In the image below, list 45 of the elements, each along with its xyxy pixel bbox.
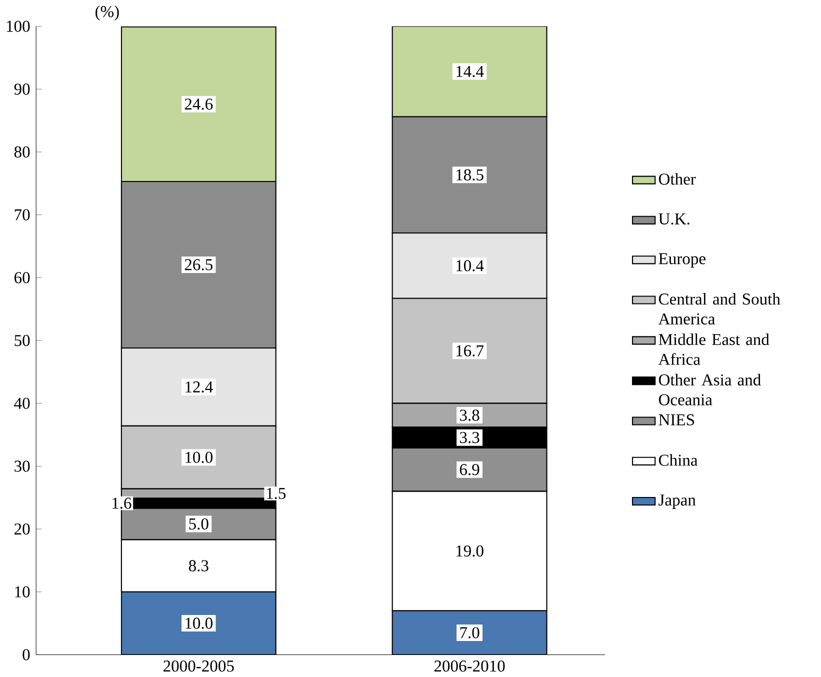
y-tick-label: 80 xyxy=(14,146,30,158)
data-label: 1.5 xyxy=(266,488,286,500)
bar xyxy=(120,591,276,655)
data-label: 7.0 xyxy=(460,627,480,638)
x-tick-label: 2006-2010 xyxy=(434,660,505,672)
data-label: 3.3 xyxy=(460,432,480,444)
data-label: 6.9 xyxy=(460,464,480,476)
data-label: 24.6 xyxy=(184,98,213,110)
data-label: 16.7 xyxy=(456,345,484,356)
data-label: 1.6 xyxy=(112,498,132,509)
data-label: 10.0 xyxy=(186,618,212,629)
data-label: 3.8 xyxy=(460,410,480,421)
legend-label: NIES xyxy=(658,414,694,426)
legend-label: Europe xyxy=(658,253,706,268)
y-tick-label: 10 xyxy=(15,586,30,598)
y-tick-label: 20 xyxy=(14,523,30,535)
y-tick-label: 70 xyxy=(14,209,30,220)
data-label: 8.3 xyxy=(188,560,208,572)
bar xyxy=(392,26,548,118)
bar xyxy=(392,610,548,655)
data-label: 10.0 xyxy=(186,452,212,463)
x-tick-label: 2000-2005 xyxy=(164,660,234,672)
legend-label: U.K. xyxy=(658,213,690,224)
data-label: 14.4 xyxy=(456,66,484,78)
y-tick-label: 50 xyxy=(14,334,30,346)
legend-label: China xyxy=(658,454,698,466)
data-label: 10.4 xyxy=(456,260,484,272)
y-tick-label: 100 xyxy=(6,20,30,32)
data-label: 5.0 xyxy=(189,518,208,530)
data-label: 12.4 xyxy=(186,381,213,393)
data-label: 19.0 xyxy=(456,545,484,557)
legend-label: Japan xyxy=(658,494,696,509)
y-tick-label: 90 xyxy=(14,83,30,95)
bar xyxy=(120,26,276,182)
legend-label: Middle East and Africa xyxy=(658,333,770,365)
y-axis-title: (%) xyxy=(96,5,119,20)
legend-label: Central and South America xyxy=(658,292,780,324)
data-label: 26.5 xyxy=(184,259,212,270)
y-tick-label: 30 xyxy=(14,460,30,472)
y-tick-label: 60 xyxy=(14,272,30,284)
y-tick-label: 0 xyxy=(22,649,30,660)
legend-label: Other Asia and Oceania xyxy=(658,374,761,406)
legend-label: Other xyxy=(658,173,696,185)
data-label: 18.5 xyxy=(456,169,484,180)
y-tick-label: 40 xyxy=(14,398,30,409)
